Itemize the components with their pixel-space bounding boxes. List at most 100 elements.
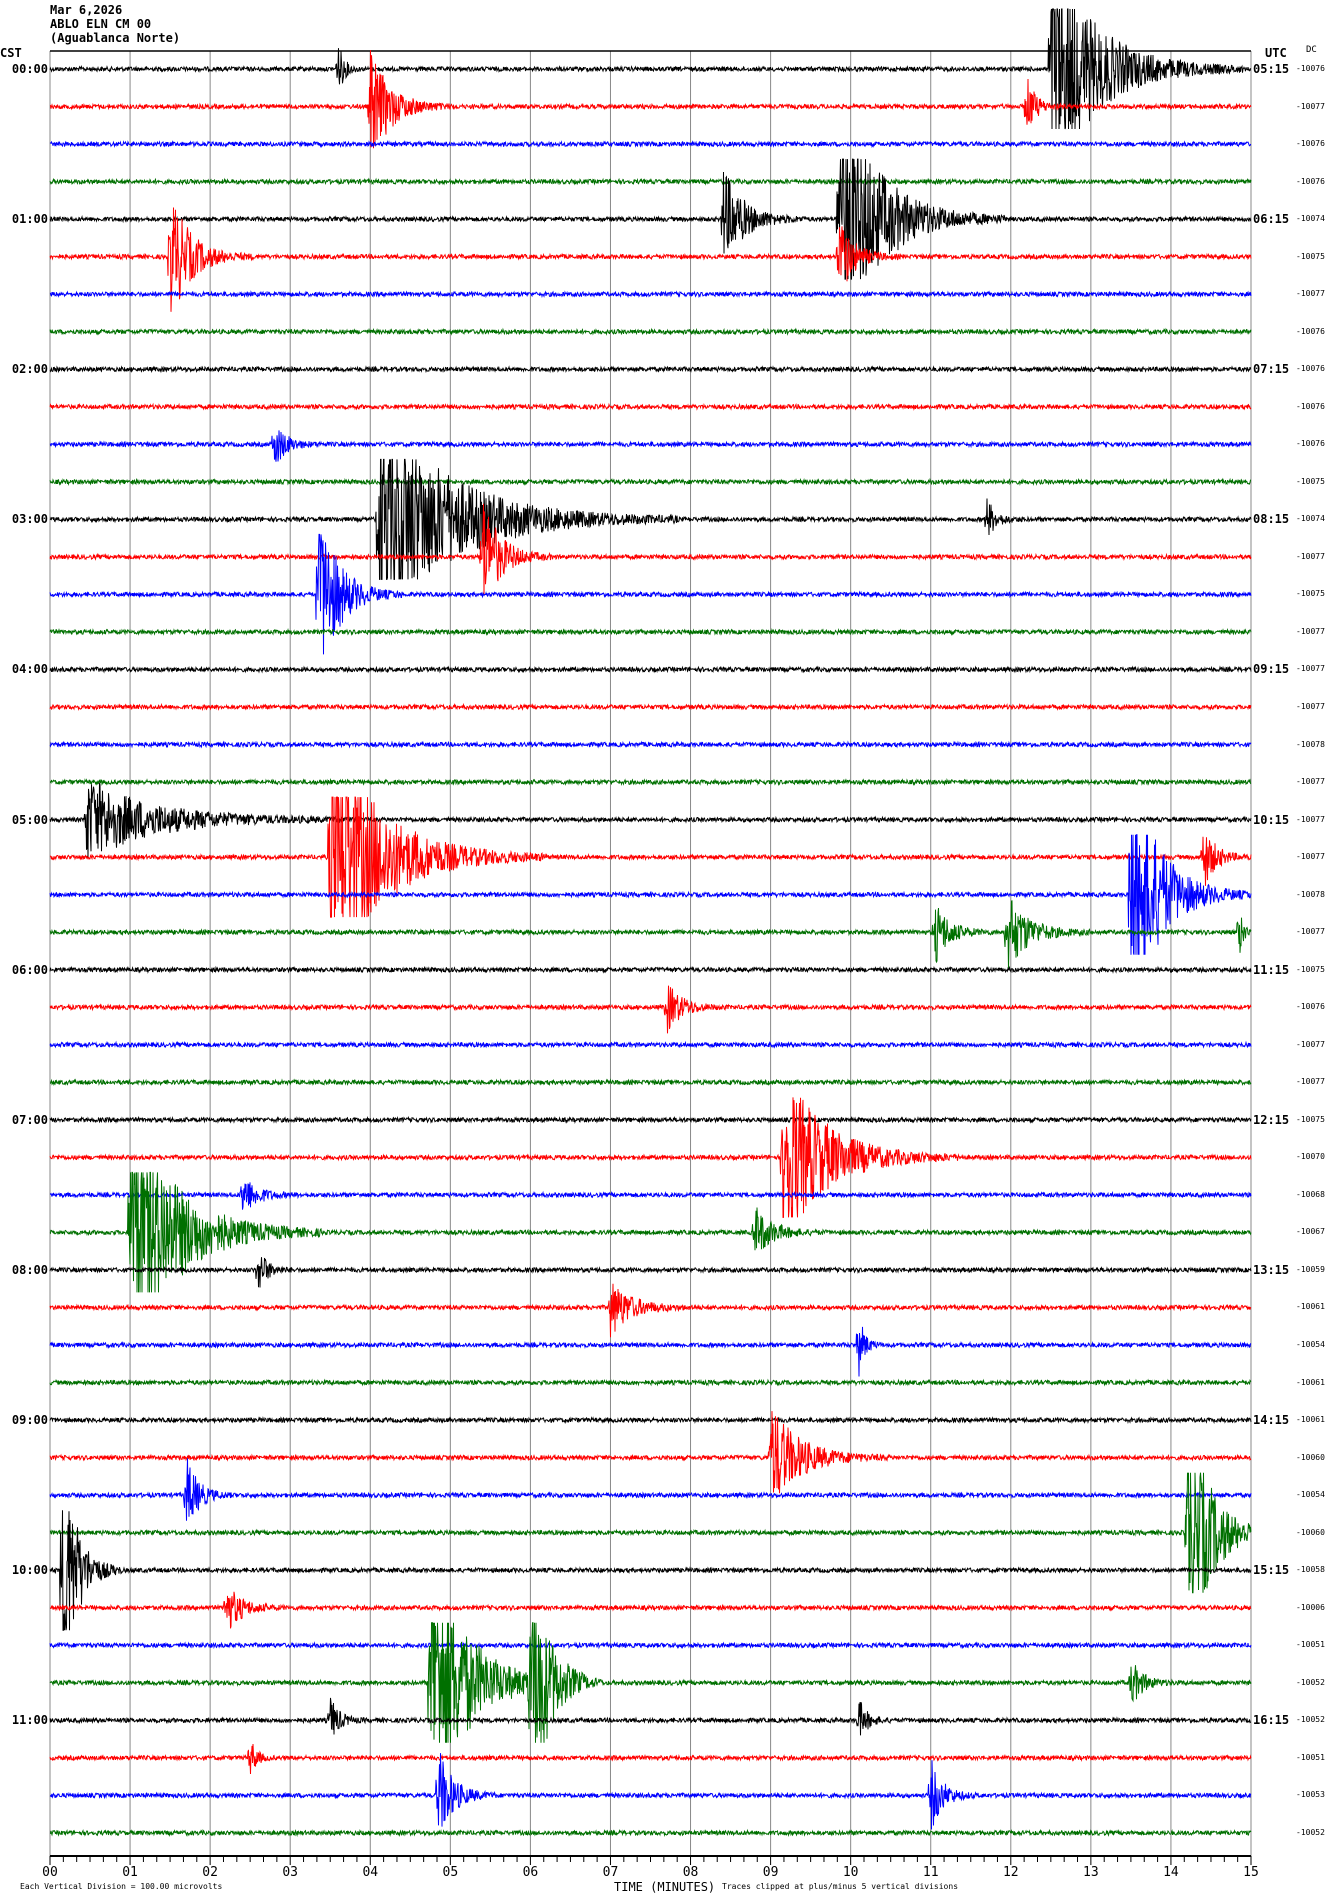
dc-offset-label: -10077: [1296, 626, 1325, 636]
cst-time-label: 02:00: [11, 362, 48, 377]
trace-41: [49, 1591, 1252, 1629]
trace-17: [49, 702, 1252, 712]
utc-time-label: 10:15: [1253, 812, 1290, 827]
cst-time-label: 04:00: [11, 662, 48, 677]
trace-15: [49, 627, 1252, 637]
trace-7: [49, 327, 1252, 336]
dc-offset-label: -10076: [1296, 326, 1325, 336]
trace-11: [49, 477, 1251, 486]
dc-offset-label: -10077: [1296, 927, 1325, 937]
dc-offset-label: -10077: [1296, 814, 1325, 824]
trace-45: [49, 1743, 1252, 1775]
dc-offset-label: -10061: [1296, 1377, 1325, 1387]
trace-20: [49, 781, 1252, 860]
trace-2: [49, 139, 1252, 149]
dc-offset-label: -10077: [1296, 289, 1325, 299]
dc-offset-label: -10076: [1296, 401, 1325, 411]
trace-13: [49, 503, 1252, 596]
trace-43: [49, 1622, 1252, 1743]
dc-offset-label: -10054: [1296, 1490, 1325, 1500]
x-tick-label: 07: [603, 1865, 619, 1880]
utc-time-label: 12:15: [1253, 1112, 1290, 1127]
trace-30: [49, 1182, 1252, 1210]
x-tick-label: 13: [1083, 1865, 1099, 1880]
utc-time-label: 09:15: [1253, 662, 1290, 677]
dc-offset-label: -10077: [1296, 852, 1325, 862]
trace-6: [49, 290, 1252, 299]
utc-time-label: 13:15: [1253, 1262, 1290, 1277]
utc-time-label: 06:15: [1253, 212, 1290, 227]
cst-time-label: 05:00: [11, 812, 48, 827]
dc-offset-label: -10076: [1296, 364, 1325, 374]
trace-35: [49, 1378, 1252, 1387]
trace-3: [49, 177, 1252, 186]
x-tick-label: 09: [763, 1865, 779, 1880]
dc-offset-label: -10060: [1296, 1527, 1325, 1537]
dc-offset-label: -10077: [1296, 101, 1325, 111]
utc-time-label: 11:15: [1253, 962, 1290, 977]
cst-time-label: 07:00: [11, 1112, 48, 1127]
cst-time-label: 11:00: [11, 1713, 48, 1728]
date-label: Mar 6,2026: [50, 3, 123, 17]
dc-offset-label: -10077: [1296, 664, 1325, 674]
x-tick-label: 00: [42, 1865, 58, 1880]
dc-offset-label: -10053: [1296, 1790, 1325, 1800]
x-tick-label: 04: [362, 1865, 378, 1880]
dc-offset-label: -10058: [1296, 1565, 1325, 1575]
trace-33: [49, 1283, 1252, 1338]
cst-time-label: 10:00: [11, 1563, 48, 1578]
trace-31: [49, 1171, 1252, 1293]
dc-offset-label: -10076: [1296, 1002, 1325, 1012]
station-label: ABLO ELN CM 00: [50, 17, 152, 31]
dc-offset-label: -10051: [1296, 1752, 1325, 1762]
dc-offset-label: -10074: [1296, 214, 1325, 224]
dc-offset-label: -10078: [1296, 889, 1325, 899]
left-timezone-label: CST: [0, 46, 22, 60]
dc-offset-label: -10075: [1296, 476, 1325, 486]
x-tick-label: 08: [683, 1865, 699, 1880]
utc-time-label: 16:15: [1253, 1713, 1290, 1728]
dc-offset-label: -10078: [1296, 739, 1325, 749]
right-timezone-label: UTC: [1265, 46, 1287, 60]
trace-29: [49, 1097, 1252, 1218]
x-tick-label: 14: [1163, 1865, 1179, 1880]
trace-34: [49, 1326, 1252, 1377]
trace-1: [49, 50, 1252, 149]
trace-37: [49, 1411, 1252, 1494]
dc-offset-label: -10075: [1296, 1114, 1325, 1124]
trace-28: [49, 1115, 1252, 1124]
trace-21: [49, 796, 1252, 918]
dc-offset-label: -10077: [1296, 702, 1325, 711]
dc-offset-label: -10052: [1296, 1827, 1325, 1837]
dc-offset-label: -10068: [1296, 1189, 1325, 1199]
trace-44: [49, 1697, 1252, 1736]
cst-time-label: 09:00: [11, 1413, 48, 1428]
dc-offset-label: -10077: [1296, 777, 1325, 787]
x-tick-label: 12: [1003, 1865, 1019, 1880]
x-tick-label: 01: [122, 1865, 138, 1880]
x-tick-label: 06: [523, 1865, 539, 1880]
trace-18: [49, 740, 1252, 749]
trace-26: [49, 1040, 1252, 1049]
x-tick-label: 11: [923, 1865, 939, 1880]
trace-27: [50, 1078, 1252, 1087]
dc-offset-label: -10060: [1296, 1452, 1325, 1462]
trace-5: [49, 207, 1252, 312]
x-tick-label: 03: [282, 1865, 298, 1880]
trace-4: [49, 158, 1252, 280]
dc-header-label: DC: [1306, 45, 1317, 55]
trace-0: [49, 8, 1252, 130]
trace-14: [49, 533, 1252, 655]
trace-42: [49, 1641, 1252, 1650]
trace-40: [49, 1510, 1252, 1631]
dc-offset-label: -10075: [1296, 964, 1325, 974]
x-axis-label: TIME (MINUTES): [614, 1880, 716, 1894]
trace-36: [49, 1416, 1252, 1425]
scale-note: Each Vertical Division = 100.00 microvol…: [20, 1882, 223, 1891]
utc-time-label: 05:15: [1253, 62, 1290, 76]
utc-time-label: 14:15: [1253, 1413, 1290, 1428]
trace-32: [49, 1257, 1252, 1288]
utc-time-label: 07:15: [1253, 362, 1290, 377]
location-label: (Aguablanca Norte): [50, 31, 181, 45]
